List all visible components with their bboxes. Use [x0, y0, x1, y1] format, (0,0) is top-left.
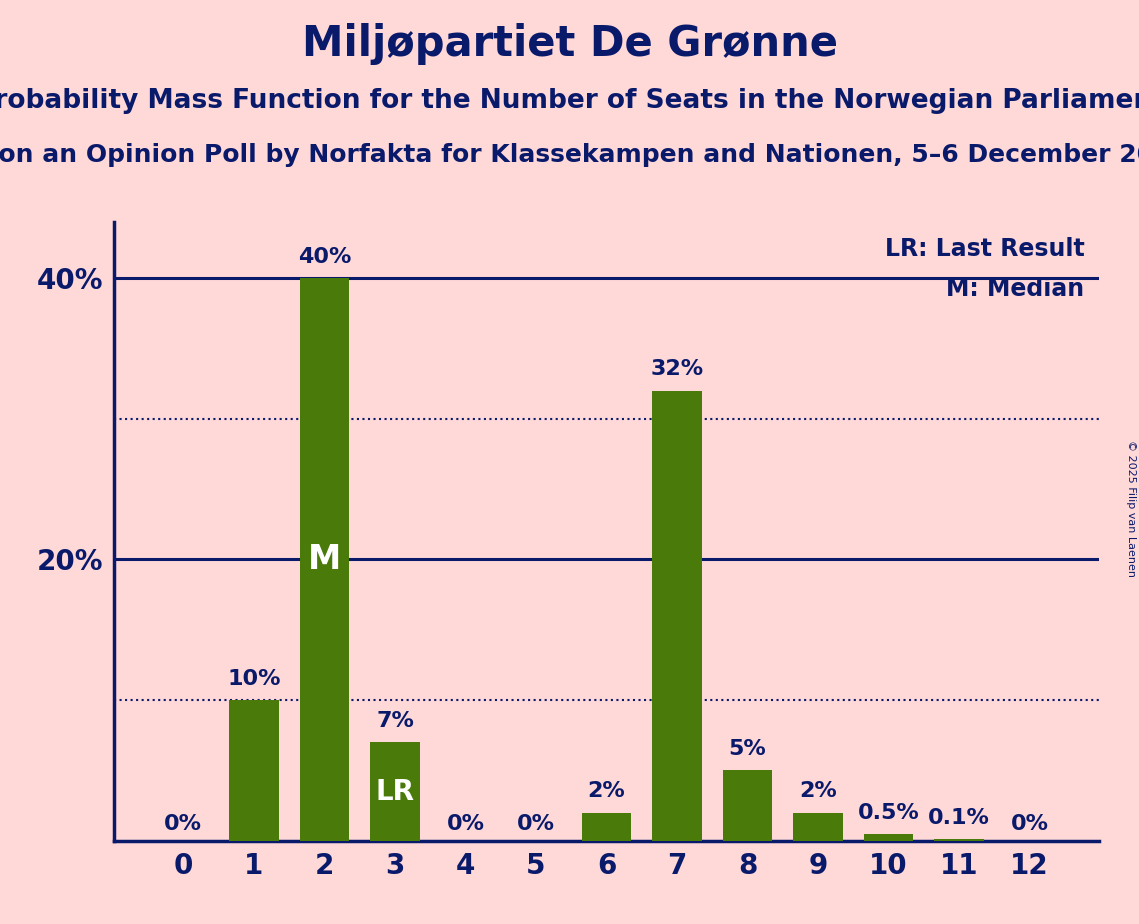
Bar	[794, 813, 843, 841]
Text: 0.5%: 0.5%	[858, 803, 919, 822]
Text: M: Median: M: Median	[947, 277, 1084, 301]
Text: 32%: 32%	[650, 359, 704, 380]
Text: 10%: 10%	[227, 669, 280, 689]
Bar	[865, 833, 913, 841]
Bar	[300, 278, 349, 841]
Text: M: M	[308, 543, 341, 576]
Text: 0%: 0%	[517, 814, 555, 833]
Text: LR: LR	[376, 778, 415, 806]
Text: 0%: 0%	[164, 814, 203, 833]
Bar	[582, 813, 631, 841]
Text: © 2025 Filip van Laenen: © 2025 Filip van Laenen	[1126, 440, 1136, 577]
Text: 2%: 2%	[800, 782, 837, 801]
Bar	[723, 771, 772, 841]
Text: LR: Last Result: LR: Last Result	[885, 237, 1084, 261]
Text: 0.1%: 0.1%	[928, 808, 990, 828]
Text: 7%: 7%	[376, 711, 413, 731]
Bar	[370, 742, 419, 841]
Bar	[229, 700, 279, 841]
Bar	[934, 839, 984, 841]
Text: 0%: 0%	[446, 814, 484, 833]
Text: 2%: 2%	[588, 782, 625, 801]
Bar	[653, 391, 702, 841]
Text: 5%: 5%	[729, 739, 767, 760]
Text: 0%: 0%	[1010, 814, 1049, 833]
Text: 40%: 40%	[297, 247, 351, 267]
Text: Probability Mass Function for the Number of Seats in the Norwegian Parliament: Probability Mass Function for the Number…	[0, 88, 1139, 114]
Text: Miljøpartiet De Grønne: Miljøpartiet De Grønne	[302, 23, 837, 65]
Text: Based on an Opinion Poll by Norfakta for Klassekampen and Nationen, 5–6 December: Based on an Opinion Poll by Norfakta for…	[0, 143, 1139, 167]
